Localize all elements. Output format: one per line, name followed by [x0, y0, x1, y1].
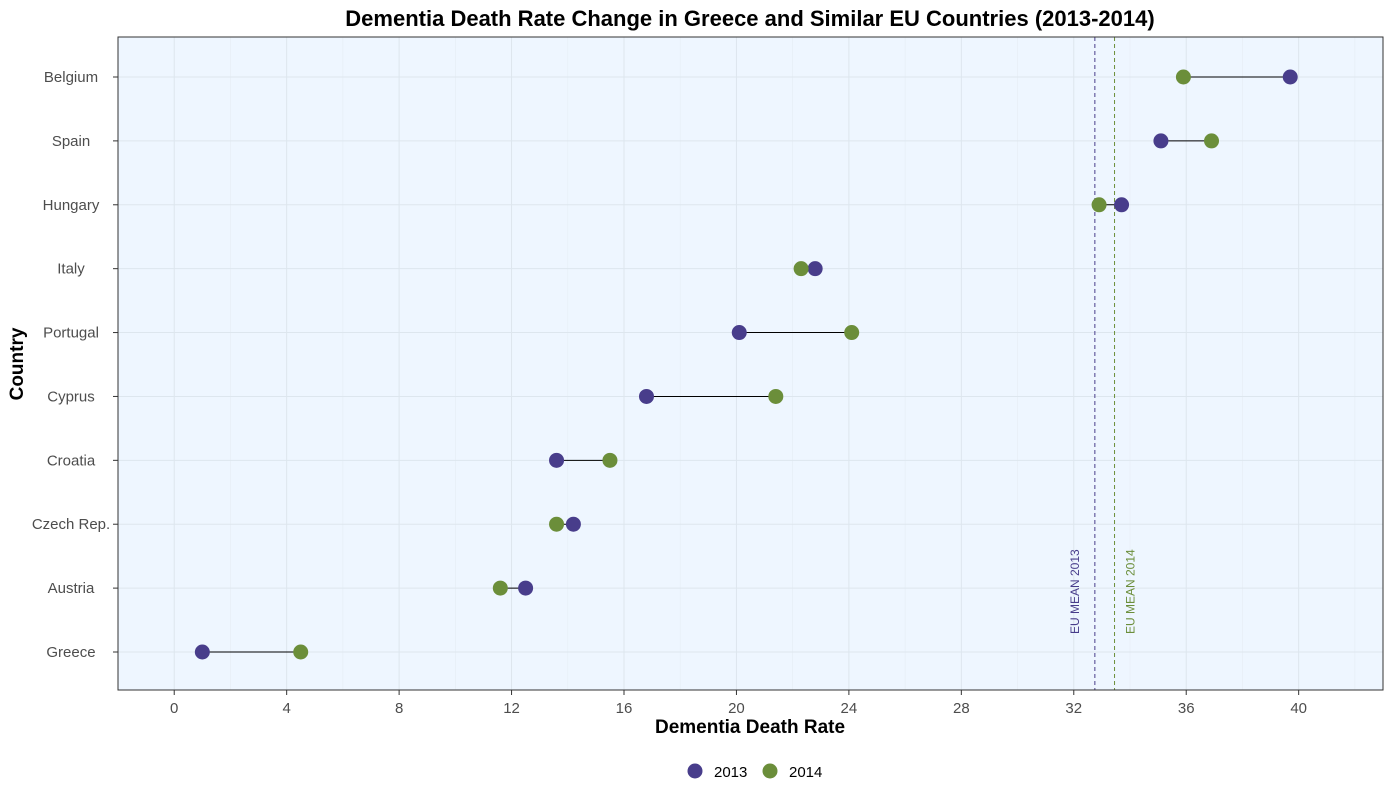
y-tick-label: Austria [48, 580, 95, 597]
plot-panel [118, 37, 1383, 690]
y-axis-ticks: Belgium Spain Hungary Italy Portugal Cyprus Cr… [32, 69, 118, 661]
y-axis-title: Country [7, 327, 28, 400]
x-tick-label: 24 [841, 700, 858, 717]
reference-line-label: EU MEAN 2013 [1068, 549, 1082, 634]
data-point-2013 [807, 261, 823, 277]
y-tick-label: Belgium [44, 69, 98, 86]
x-tick-label: 32 [1065, 700, 1082, 717]
y-tick-label: Greece [46, 644, 95, 661]
data-point-2014 [844, 325, 860, 341]
data-point-2013 [638, 388, 654, 404]
data-point-2014 [1091, 197, 1107, 213]
x-tick-label: 0 [170, 700, 178, 717]
data-point-2014 [1175, 69, 1191, 85]
legend-swatch-2013 [687, 763, 703, 779]
reference-line-label: EU MEAN 2014 [1124, 549, 1138, 634]
data-point-2013 [1153, 133, 1169, 149]
data-points [194, 69, 1298, 660]
x-tick-label: 16 [616, 700, 633, 717]
y-tick-label: Spain [52, 133, 90, 150]
legend-label-2014: 2014 [789, 764, 822, 781]
data-point-2013 [518, 580, 534, 596]
data-point-2013 [565, 516, 581, 532]
y-tick-label: Hungary [43, 197, 100, 214]
data-point-2014 [768, 388, 784, 404]
data-point-2013 [549, 452, 565, 468]
y-tick-label: Portugal [43, 325, 99, 342]
y-tick-label: Cyprus [47, 388, 95, 405]
x-tick-label: 28 [953, 700, 970, 717]
x-tick-label: 12 [503, 700, 520, 717]
data-point-2014 [293, 644, 309, 660]
data-point-2014 [602, 452, 618, 468]
data-point-2013 [1282, 69, 1298, 85]
legend-swatch-2014 [762, 763, 778, 779]
chart-title: Dementia Death Rate Change in Greece and… [345, 6, 1154, 31]
grid-lines [118, 37, 1383, 690]
x-axis-ticks: 0 4 8 12 16 20 24 28 32 36 40 [170, 690, 1307, 717]
data-point-2014 [1204, 133, 1220, 149]
legend-label-2013: 2013 [714, 764, 747, 781]
plot-border [117, 36, 1384, 691]
legend: 2013 2014 [687, 763, 822, 781]
x-tick-label: 40 [1290, 700, 1307, 717]
data-point-2014 [549, 516, 565, 532]
x-tick-label: 4 [282, 700, 290, 717]
y-tick-label: Croatia [47, 452, 96, 469]
y-tick-label: Czech Rep. [32, 516, 110, 533]
data-point-2013 [194, 644, 210, 660]
data-point-2013 [1114, 197, 1130, 213]
reference-lines: EU MEAN 2013 EU MEAN 2014 [1068, 37, 1138, 690]
x-tick-label: 36 [1178, 700, 1195, 717]
data-point-2014 [492, 580, 508, 596]
data-point-2013 [731, 325, 747, 341]
x-tick-label: 20 [728, 700, 745, 717]
y-tick-label: Italy [57, 261, 85, 278]
x-axis-title: Dementia Death Rate [655, 717, 845, 738]
data-point-2014 [793, 261, 809, 277]
x-tick-label: 8 [395, 700, 403, 717]
